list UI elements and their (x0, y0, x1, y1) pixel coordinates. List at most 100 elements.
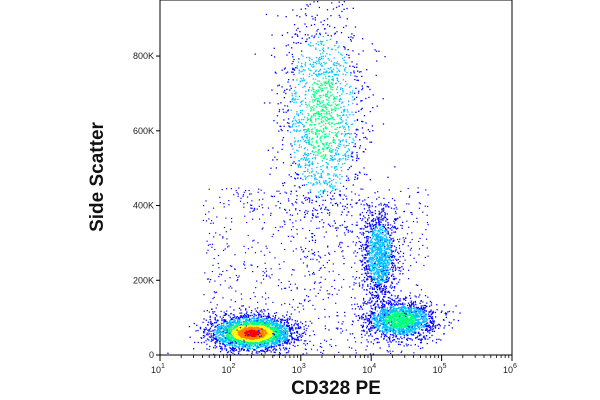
event-dot (262, 341, 264, 343)
event-dot (356, 178, 358, 180)
event-dot (327, 90, 329, 92)
event-dot (270, 167, 272, 169)
event-dot (304, 97, 307, 100)
event-dot (332, 63, 334, 65)
event-dot (286, 122, 289, 124)
event-dot (284, 337, 286, 339)
event-dot (311, 139, 313, 141)
event-dot (250, 335, 252, 337)
event-dot (308, 175, 310, 177)
event-dot (281, 86, 283, 88)
event-dot (327, 174, 329, 176)
event-dot (396, 283, 398, 285)
event-dot (304, 79, 306, 81)
event-dot (371, 214, 373, 217)
event-dot (356, 63, 358, 65)
event-dot (309, 119, 312, 121)
event-dot (337, 80, 340, 83)
event-dot (282, 137, 285, 139)
event-dot (256, 342, 258, 345)
event-dot (301, 184, 304, 187)
event-dot (233, 343, 235, 345)
event-dot (258, 335, 260, 337)
event-dot (272, 321, 274, 323)
event-dot (355, 129, 357, 131)
event-dot (325, 180, 327, 182)
event-dot (290, 328, 292, 330)
event-dot (379, 233, 381, 235)
event-dot (364, 221, 367, 223)
event-dot (253, 321, 255, 323)
event-dot (300, 8, 302, 10)
event-dot (225, 349, 228, 352)
event-dot (306, 159, 308, 161)
event-dot (235, 326, 237, 328)
event-dot (264, 330, 266, 332)
event-dot (303, 118, 305, 121)
event-dot (260, 349, 262, 352)
event-dot (356, 160, 358, 162)
event-dot (282, 343, 284, 345)
event-dot (371, 234, 373, 237)
event-dot (207, 321, 210, 323)
event-dot (369, 141, 371, 143)
event-dot (236, 316, 239, 318)
event-dot (228, 339, 231, 342)
event-dot (354, 178, 356, 181)
event-dot (336, 88, 338, 90)
event-dot (272, 341, 274, 344)
event-dot (329, 68, 331, 70)
event-dot (333, 108, 336, 110)
event-dot (298, 119, 300, 121)
event-dot (285, 341, 287, 343)
event-dot (331, 82, 333, 84)
event-dot (371, 211, 373, 214)
event-dot (292, 67, 294, 69)
event-dot (281, 129, 283, 132)
event-dot (336, 77, 338, 79)
event-dot (357, 92, 360, 94)
event-dot (296, 324, 299, 326)
event-dot (270, 343, 273, 345)
event-dot (252, 337, 254, 339)
event-dot (214, 341, 216, 344)
event-dot (265, 328, 267, 330)
event-dot (231, 342, 234, 344)
event-dot (239, 335, 241, 338)
event-dot (313, 36, 315, 39)
event-dot (279, 326, 281, 328)
event-dot (351, 199, 353, 201)
event-dot (320, 21, 322, 23)
event-dot (380, 278, 382, 280)
event-dot (341, 133, 343, 135)
event-dot (341, 4, 343, 6)
event-dot (219, 351, 222, 353)
event-dot (313, 124, 315, 126)
event-dot (393, 262, 395, 264)
event-dot (342, 91, 344, 93)
event-dot (353, 66, 356, 68)
event-dot (319, 138, 321, 140)
event-dot (379, 301, 382, 303)
event-dot (216, 341, 218, 343)
event-dot (353, 139, 355, 142)
event-dot (316, 130, 318, 133)
event-dot (235, 335, 238, 337)
event-dot (296, 332, 298, 334)
event-dot (309, 197, 311, 199)
event-dot (250, 337, 252, 339)
event-dot (343, 8, 345, 10)
event-dot (281, 338, 284, 340)
event-dot (238, 323, 240, 325)
event-dot (240, 316, 242, 318)
event-dot (290, 164, 292, 167)
event-dot (316, 135, 318, 137)
event-dot (336, 188, 338, 190)
event-dot (276, 341, 278, 343)
event-dot (228, 337, 230, 340)
event-dot (266, 329, 268, 331)
event-dot (228, 340, 230, 342)
event-dot (334, 128, 336, 130)
event-dot (309, 163, 311, 166)
event-dot (270, 337, 272, 339)
